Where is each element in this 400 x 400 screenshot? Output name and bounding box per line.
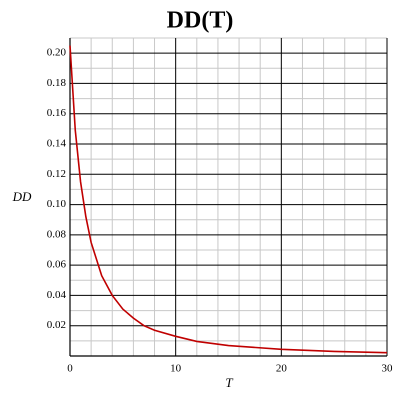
y-tick-label: 0.14 xyxy=(47,138,67,150)
x-tick-label: 10 xyxy=(170,363,182,375)
y-tick-label: 0.18 xyxy=(47,77,67,89)
x-tick-label: 20 xyxy=(276,363,288,375)
y-axis-label: DD xyxy=(12,189,32,204)
y-tick-label: 0.16 xyxy=(47,107,67,119)
y-tick-label: 0.10 xyxy=(47,198,67,210)
y-tick-label: 0.08 xyxy=(47,228,67,240)
y-tick-label: 0.12 xyxy=(47,168,66,180)
y-tick-label: 0.20 xyxy=(47,47,67,59)
chart-title: DD(T) xyxy=(167,8,234,34)
y-tick-label: 0.02 xyxy=(47,319,66,331)
data-line xyxy=(69,45,388,354)
y-tick-label: 0.04 xyxy=(47,289,67,301)
x-tick-label: 30 xyxy=(382,363,394,375)
x-axis-label: T xyxy=(225,375,233,390)
y-tick-label: 0.06 xyxy=(47,259,67,271)
x-tick-label: 0 xyxy=(67,363,73,375)
